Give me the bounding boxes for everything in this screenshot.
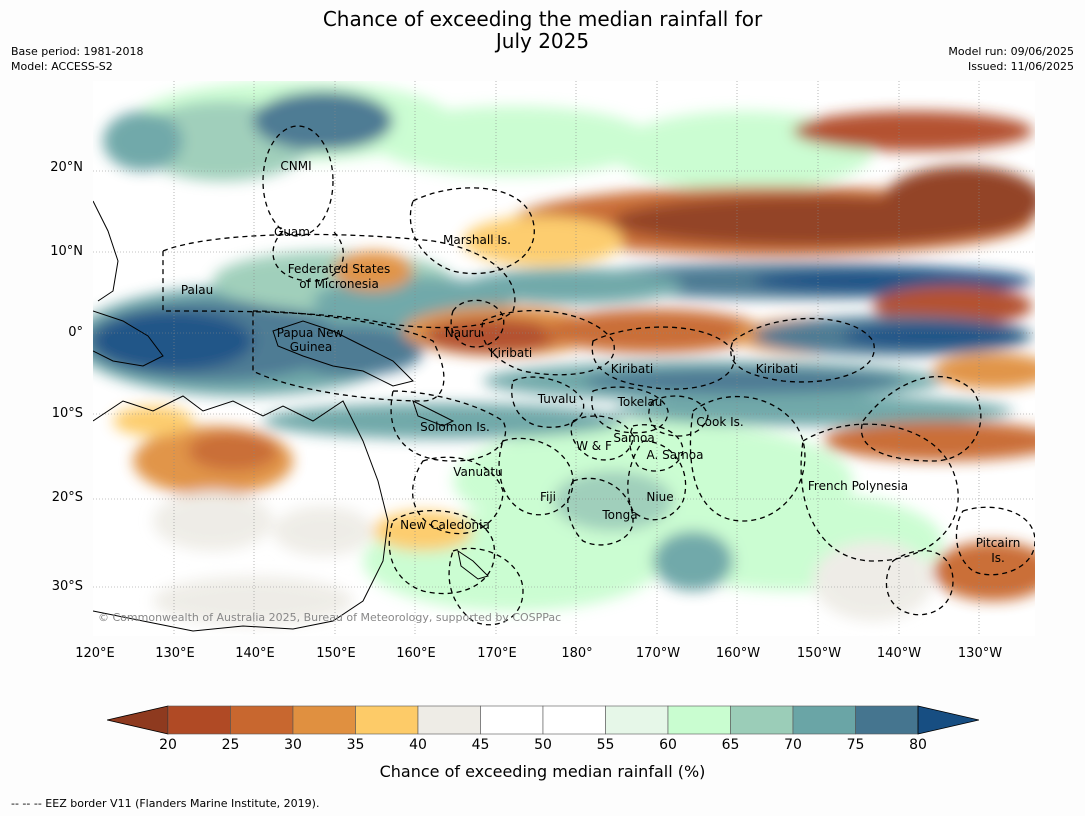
region-label: Kiribati: [611, 362, 653, 376]
region-label: Kiribati: [490, 346, 532, 360]
lat-label: 20°N: [50, 160, 83, 175]
colorbar-tick-label: 75: [846, 737, 865, 753]
colorbar-cell: [730, 705, 794, 735]
colorbar-cell: [167, 705, 231, 735]
lon-label: 150°W: [796, 646, 842, 661]
indonesia-coast: [93, 310, 164, 367]
colorbar-cell: [542, 705, 606, 735]
lon-label: 170°W: [635, 646, 681, 661]
region-label: Palau: [181, 283, 213, 297]
region-label: Marshall Is.: [443, 233, 511, 247]
lon-label: 130°E: [155, 646, 195, 661]
colorbar-tick-label: 60: [659, 737, 677, 753]
colorbar-cell: [855, 705, 919, 735]
colorbar-extend-high: [917, 705, 979, 735]
colorbar-tick-label: 40: [409, 737, 427, 753]
colorbar-tick-label: 70: [784, 737, 802, 753]
colorbar-extend-low: [107, 705, 169, 735]
gridlines: [93, 81, 1035, 636]
lat-label: 10°N: [50, 244, 83, 259]
region-label: Tuvalu: [537, 392, 577, 406]
region-label: French Polynesia: [808, 479, 908, 493]
region-label: Kiribati: [756, 362, 798, 376]
region-label: of Micronesia: [299, 277, 379, 291]
region-label: Nauru: [445, 326, 481, 340]
map-title: Chance of exceeding the median rainfall …: [0, 8, 1085, 52]
lon-label: 140°W: [876, 646, 922, 661]
region-label: Solomon Is.: [420, 420, 490, 434]
region-label: Papua New: [277, 326, 344, 340]
copyright-text: © Commonwealth of Australia 2025, Bureau…: [98, 611, 561, 624]
lon-label: 150°E: [316, 646, 356, 661]
region-label: Cook Is.: [696, 415, 743, 429]
colorbar-tick-label: 20: [159, 737, 177, 753]
lon-label: 180°: [561, 646, 593, 661]
coastlines: [93, 200, 489, 632]
rainfall-map: CNMI Guam Marshall Is. Federated States …: [93, 81, 1035, 636]
colorbar-cell: [292, 705, 356, 735]
region-label: Fiji: [540, 490, 556, 504]
lon-label: 130°W: [957, 646, 1003, 661]
colorbar-cell: [417, 705, 481, 735]
lon-label: 140°E: [235, 646, 275, 661]
footer-note: -- -- -- EEZ border V11 (Flanders Marine…: [11, 797, 320, 810]
philippines-coast: [93, 200, 119, 302]
colorbar-tick-label: 80: [909, 737, 927, 753]
colorbar-cell: [605, 705, 669, 735]
region-labels: CNMI Guam Marshall Is. Federated States …: [181, 159, 1020, 565]
colorbar-tick-label: 25: [221, 737, 240, 753]
model-text: Model: ACCESS-S2: [11, 60, 113, 73]
colorbar: [107, 705, 979, 735]
colorbar-cell: [480, 705, 544, 735]
lon-label: 160°E: [396, 646, 436, 661]
eez-borders: [162, 125, 1035, 626]
lat-label: 10°S: [51, 406, 83, 421]
region-label: Vanuatu: [453, 465, 503, 479]
lon-label: 170°E: [477, 646, 517, 661]
region-label: A. Samoa: [647, 448, 704, 462]
region-label: Guam: [274, 225, 310, 239]
meta-left: Base period: 1981-2018 Model: ACCESS-S2: [11, 44, 143, 74]
rainfall-field: [93, 81, 1035, 626]
new-caledonia-coast: [457, 549, 489, 580]
colorbar-cell: [667, 705, 731, 735]
lon-label: 120°E: [75, 646, 115, 661]
lat-label: 20°S: [51, 490, 83, 505]
lat-label: 30°S: [51, 579, 83, 594]
region-label: Federated States: [288, 262, 390, 276]
colorbar-tick-label: 35: [346, 737, 365, 753]
colorbar-tick-label: 65: [721, 737, 740, 753]
region-label: Niue: [646, 490, 673, 504]
region-label: New Caledonia: [400, 518, 490, 532]
colorbar-label: Chance of exceeding median rainfall (%): [379, 762, 706, 781]
region-label: Samoa: [613, 431, 654, 445]
region-label: Is.: [991, 551, 1005, 565]
region-label: Tokelau: [617, 395, 663, 409]
lon-label: 160°W: [715, 646, 761, 661]
title-line-2: July 2025: [495, 29, 590, 53]
region-label: CNMI: [280, 159, 311, 173]
region-label: Guinea: [290, 340, 333, 354]
colorbar-cell: [792, 705, 856, 735]
colorbar-tick-label: 50: [534, 737, 552, 753]
model-run-text: Model run: 09/06/2025: [948, 45, 1074, 58]
base-period-text: Base period: 1981-2018: [11, 45, 144, 58]
region-label: Pitcairn: [976, 536, 1021, 550]
new-guinea-coast: [272, 320, 414, 387]
colorbar-cells: [107, 705, 979, 735]
colorbar-tick-label: 45: [471, 737, 490, 753]
lat-label: 0°: [68, 325, 83, 340]
colorbar-cell: [355, 705, 419, 735]
region-label: Tonga: [601, 508, 637, 522]
title-line-1: Chance of exceeding the median rainfall …: [322, 7, 763, 31]
colorbar-cell: [230, 705, 294, 735]
colorbar-tick-label: 55: [596, 737, 615, 753]
colorbar-tick-label: 30: [284, 737, 302, 753]
issued-text: Issued: 11/06/2025: [967, 60, 1074, 73]
solomon-coast: [412, 400, 455, 427]
region-label: W & F: [576, 439, 612, 453]
meta-right: Model run: 09/06/2025 Issued: 11/06/2025: [948, 44, 1074, 74]
australia-coast: [93, 395, 389, 632]
